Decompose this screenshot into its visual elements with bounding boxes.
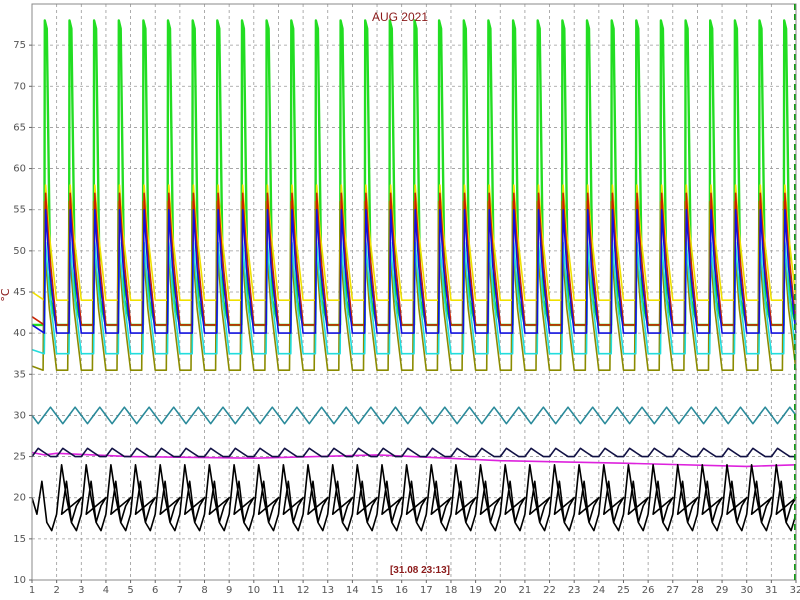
x-tick-label: 18	[445, 585, 458, 596]
y-tick-label: 65	[13, 122, 26, 133]
y-tick-label: 60	[13, 164, 26, 175]
chart-series-group	[31, 19, 798, 532]
x-tick-label: 13	[321, 585, 334, 596]
x-tick-label: 31	[765, 585, 778, 596]
x-tick-label: 24	[592, 585, 605, 596]
y-tick-label: 15	[13, 534, 26, 545]
x-tick-label: 15	[371, 585, 384, 596]
chart-axes: 1 2 3 4 5 6 7 8 9 10 11 12 13 14 15 16 17 18 19 20 21 22 23 24 2…	[13, 3, 800, 596]
x-tick-label: 8	[201, 585, 207, 596]
y-tick-label: 75	[13, 40, 26, 51]
y-tick-label: 70	[13, 81, 26, 92]
x-tick-label: 1	[29, 585, 35, 596]
x-tick-label: 26	[642, 585, 655, 596]
x-tick-label: 4	[103, 585, 109, 596]
x-tick-label: 14	[346, 585, 359, 596]
x-tick-label: 2	[53, 585, 59, 596]
series-line-blue	[31, 208, 797, 334]
x-tick-label: 30	[740, 585, 753, 596]
x-tick-label: 16	[395, 585, 408, 596]
y-tick-label: 55	[13, 205, 26, 216]
y-tick-label: 50	[13, 246, 26, 257]
series-line-black	[31, 463, 797, 532]
x-tick-label: 17	[420, 585, 433, 596]
y-tick-label: 30	[13, 410, 26, 421]
chart-timestamp: [31.08 23:13]	[390, 565, 450, 576]
x-tick-label: 32	[790, 585, 800, 596]
y-tick-label: 10	[13, 575, 26, 586]
x-tick-label: 23	[568, 585, 581, 596]
x-tick-label: 6	[152, 585, 158, 596]
x-tick-label: 21	[519, 585, 532, 596]
x-tick-label: 20	[494, 585, 507, 596]
x-tick-label: 28	[691, 585, 704, 596]
x-tick-label: 5	[127, 585, 133, 596]
y-tick-label: 45	[13, 287, 26, 298]
series-line-magenta	[31, 451, 797, 468]
x-tick-label: 25	[617, 585, 630, 596]
x-tick-label: 27	[666, 585, 679, 596]
x-tick-label: 9	[226, 585, 232, 596]
x-tick-label: 10	[247, 585, 260, 596]
y-axis-label: °C	[0, 288, 12, 302]
chart-grid	[32, 4, 796, 580]
y-tick-label: 25	[13, 452, 26, 463]
x-tick-label: 29	[716, 585, 729, 596]
series-line-teal	[31, 406, 797, 425]
chart-title: AUG 2021	[372, 10, 428, 24]
series-line-navy	[31, 447, 796, 458]
series-line-red	[31, 192, 797, 326]
x-tick-label: 19	[469, 585, 482, 596]
x-tick-label: 3	[78, 585, 84, 596]
y-tick-label: 20	[13, 493, 26, 504]
y-tick-label: 35	[13, 369, 26, 380]
x-tick-label: 22	[543, 585, 556, 596]
series-line-yellow	[31, 184, 797, 302]
x-tick-label: 12	[297, 585, 310, 596]
x-tick-label: 7	[177, 585, 183, 596]
y-tick-label: 40	[13, 328, 26, 339]
x-tick-label: 11	[272, 585, 285, 596]
